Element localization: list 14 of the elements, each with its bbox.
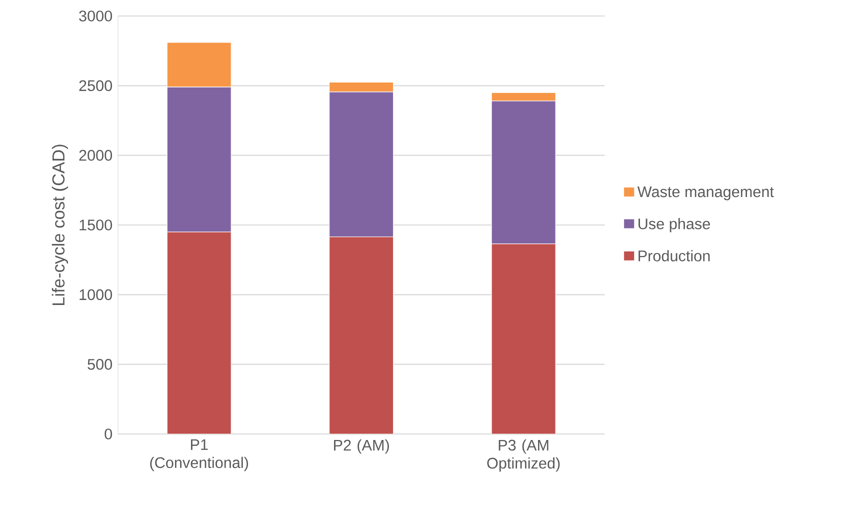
y-tick-label: 3000 (79, 10, 112, 22)
y-tick-label: 1500 (80, 220, 112, 230)
y-axis-title: Life-cycle cost (CAD) (52, 144, 68, 305)
legend-label: Use phase (638, 218, 710, 232)
y-tick-label: 0 (104, 428, 112, 440)
legend-label: Waste management (637, 186, 774, 200)
x-tick-label: P3 (AM Optimized) (487, 439, 560, 472)
y-tick-label: 500 (88, 358, 112, 370)
x-tick-label: P1 (Conventional) (150, 439, 248, 472)
y-tick-label: 2500 (79, 80, 112, 92)
legend-label: Production (638, 250, 710, 262)
x-tick-label: P2 (AM) (334, 439, 389, 454)
y-tick-label: 1000 (80, 289, 112, 300)
y-tick-label: 2000 (79, 150, 112, 161)
